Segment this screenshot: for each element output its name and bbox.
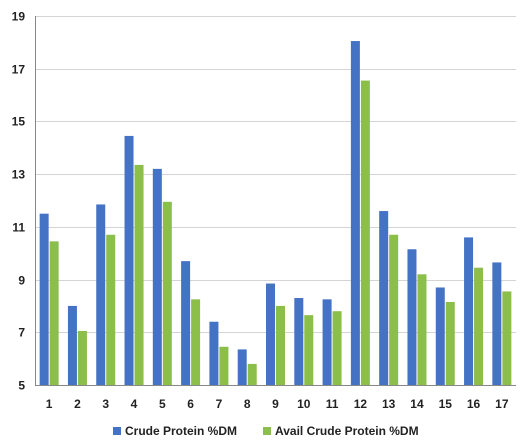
bars <box>39 41 512 386</box>
x-tick-label: 2 <box>74 397 81 411</box>
bar <box>219 346 229 385</box>
x-tick-label: 6 <box>187 397 194 411</box>
x-tick-label: 1 <box>46 397 53 411</box>
x-tick-label: 8 <box>244 397 251 411</box>
bar <box>445 301 455 385</box>
y-tick-label: 15 <box>12 115 26 129</box>
x-tick-label: 3 <box>102 397 109 411</box>
y-tick-label: 7 <box>18 326 25 340</box>
x-tick-label: 12 <box>354 397 368 411</box>
legend-label: Crude Protein %DM <box>125 424 237 438</box>
y-tick-labels: 5 7 9 11 13 15 17 19 <box>12 10 26 393</box>
bar <box>77 330 87 385</box>
y-tick-label: 17 <box>12 63 26 77</box>
bar <box>304 315 314 385</box>
bar <box>67 305 77 385</box>
bar <box>417 274 427 385</box>
bar <box>266 283 275 385</box>
x-tick-label: 10 <box>297 397 311 411</box>
bar <box>464 237 474 385</box>
bar <box>360 80 370 385</box>
bar <box>191 299 201 385</box>
bar <box>435 287 445 385</box>
legend-swatch <box>113 427 121 435</box>
bar <box>379 211 389 385</box>
bar <box>49 241 59 385</box>
x-tick-label: 15 <box>439 397 453 411</box>
x-tick-label: 7 <box>216 397 223 411</box>
bar <box>276 305 285 385</box>
legend-label: Avail Crude Protein %DM <box>275 424 419 438</box>
x-tick-label: 17 <box>495 397 509 411</box>
y-tick-label: 5 <box>18 379 25 393</box>
x-tick-labels: 1 2 3 4 5 6 7 8 9 10 11 12 13 14 15 16 17 <box>46 397 509 411</box>
y-tick-label: 13 <box>12 168 26 182</box>
bar <box>502 291 512 385</box>
x-tick-label: 13 <box>382 397 396 411</box>
x-tick-label: 9 <box>272 397 279 411</box>
bar <box>389 234 399 385</box>
x-tick-label: 11 <box>326 397 339 411</box>
x-tick-label: 5 <box>159 397 166 411</box>
bar <box>322 299 332 385</box>
x-tick-label: 14 <box>410 397 424 411</box>
bar <box>39 213 49 385</box>
bar <box>162 201 172 385</box>
bar <box>152 168 162 385</box>
bar <box>350 41 360 386</box>
bar <box>181 261 191 385</box>
legend-swatch <box>263 427 271 435</box>
y-tick-label: 11 <box>12 221 25 235</box>
x-tick-label: 4 <box>131 397 138 411</box>
bar <box>209 321 219 385</box>
x-tick-label: 16 <box>467 397 481 411</box>
bar <box>407 249 417 385</box>
bar <box>106 234 116 385</box>
bar <box>474 267 484 385</box>
y-tick-label: 9 <box>18 274 25 288</box>
bar <box>294 298 304 385</box>
legend: Crude Protein %DM Avail Crude Protein %DM <box>113 424 419 438</box>
bar <box>134 164 144 385</box>
bar <box>247 363 257 385</box>
bar <box>492 262 502 385</box>
bar <box>332 311 342 385</box>
bar <box>237 349 247 385</box>
bar <box>124 135 134 385</box>
y-tick-label: 19 <box>12 10 26 24</box>
bar <box>96 204 106 385</box>
